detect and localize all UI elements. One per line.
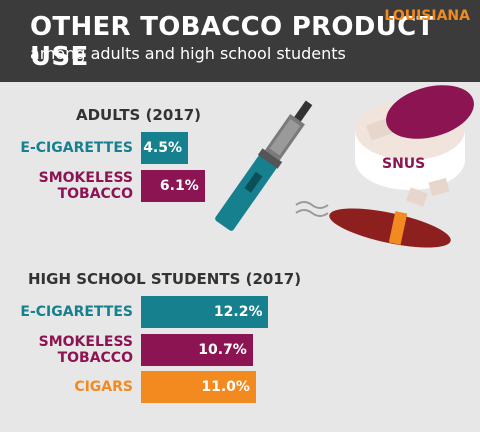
title: OTHER TOBACCO PRODUCT USE <box>30 12 435 72</box>
category-label: E-CIGARETTES <box>20 140 133 156</box>
subtitle: among adults and high school students <box>30 44 346 63</box>
value-label: 4.5% <box>143 140 183 156</box>
chart-title: HIGH SCHOOL STUDENTS (2017) <box>28 270 302 288</box>
category-label: CIGARS <box>74 379 133 395</box>
state-label: LOUISIANA <box>384 8 470 24</box>
header-band <box>0 0 480 82</box>
bar <box>141 333 253 366</box>
cigar <box>295 201 451 248</box>
category-label: E-CIGARETTES <box>20 304 133 320</box>
snus-tin: SNUS <box>355 85 474 207</box>
bar <box>141 132 189 164</box>
bar <box>141 371 256 403</box>
bar <box>141 169 205 202</box>
value-label: 10.7% <box>198 341 247 358</box>
category-label: SMOKELESS TOBACCO <box>38 169 133 202</box>
value-label: 12.2% <box>213 304 263 320</box>
chart-title: ADULTS (2017) <box>76 106 202 124</box>
value-label: 11.0% <box>201 379 250 395</box>
value-label: 6.1% <box>159 177 199 194</box>
bar <box>141 296 269 328</box>
e-cigarette <box>215 100 313 231</box>
snus-label: SNUS <box>382 156 425 172</box>
category-label: SMOKELESS TOBACCO <box>38 333 133 366</box>
